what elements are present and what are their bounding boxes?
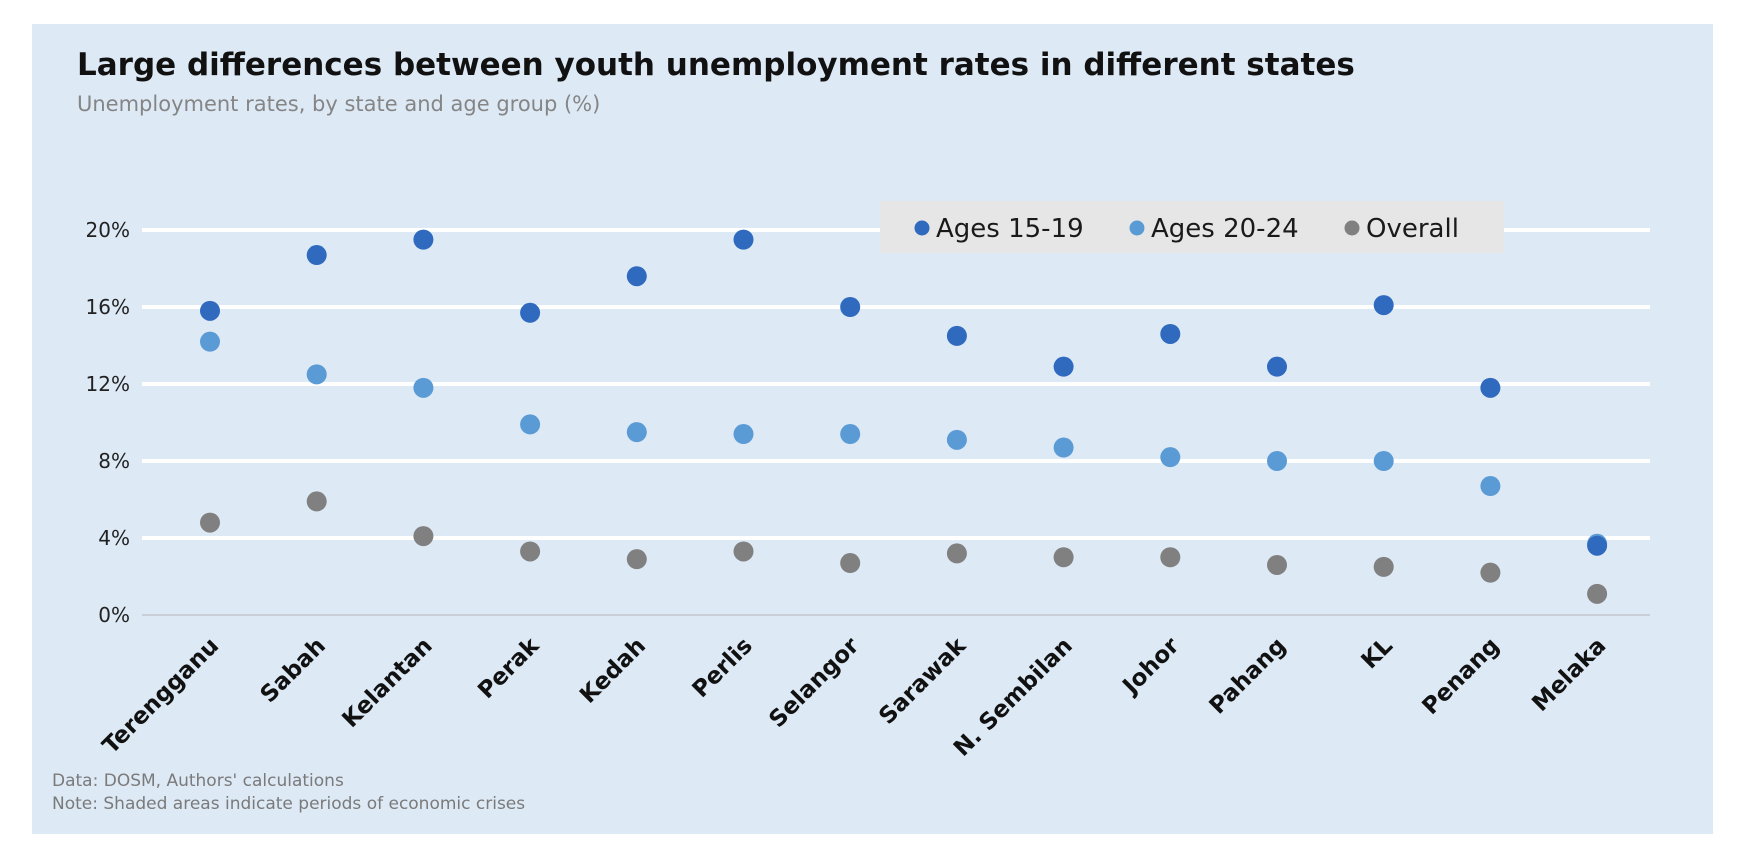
data-point: [1160, 547, 1181, 568]
legend-marker: [1344, 220, 1360, 236]
scatter-plot: 0% 4% 8% 12% 16% 20% Terengganu Sabah Kelantan P…: [86, 201, 1650, 762]
y-tick-label: 16%: [86, 295, 130, 319]
x-category-label: Melaka: [1527, 633, 1611, 717]
data-point: [626, 266, 647, 287]
y-tick-label: 20%: [86, 218, 130, 242]
data-point: [1373, 295, 1394, 316]
data-point: [520, 302, 541, 323]
data-point: [840, 424, 861, 445]
x-category-label: KL: [1357, 633, 1399, 675]
x-category-label: Terengganu: [98, 633, 224, 759]
legend-label: Ages 15-19: [936, 214, 1084, 244]
data-source-note: Data: DOSM, Authors' calculations: [52, 771, 344, 791]
x-category-label: Sarawak: [874, 632, 971, 729]
data-point: [200, 300, 220, 321]
chart-subtitle: Unemployment rates, by state and age gro…: [77, 92, 601, 116]
x-category-label: Perak: [473, 632, 545, 704]
data-point: [733, 424, 754, 445]
data-point: [1160, 323, 1181, 344]
data-point: [306, 364, 327, 385]
data-point: [520, 541, 541, 562]
data-point: [840, 553, 861, 574]
data-point: [1373, 451, 1394, 471]
y-axis-ticks: 0% 4% 8% 12% 16% 20%: [86, 218, 130, 627]
data-point: [946, 543, 967, 564]
x-category-label: Perlis: [688, 633, 758, 703]
data-points: [200, 229, 1608, 604]
crisis-note: Note: Shaded areas indicate periods of e…: [52, 794, 526, 814]
y-tick-label: 4%: [98, 526, 130, 550]
data-point: [200, 331, 220, 352]
legend-label: Overall: [1366, 214, 1459, 244]
data-point: [1480, 476, 1501, 497]
data-point: [1267, 554, 1287, 575]
gridlines: [142, 228, 1650, 616]
data-point: [1267, 356, 1287, 377]
y-tick-label: 0%: [98, 603, 130, 627]
data-point: [1587, 583, 1608, 604]
chart-panel: Large differences between youth unemploy…: [32, 24, 1713, 834]
y-tick-label: 12%: [86, 372, 130, 396]
data-point: [1053, 547, 1074, 568]
x-axis-categories: Terengganu Sabah Kelantan Perak Kedah Perlis S…: [98, 632, 1611, 761]
x-category-label: Johor: [1117, 632, 1185, 700]
x-category-label: Selangor: [764, 632, 865, 733]
x-category-label: Kelantan: [337, 633, 437, 733]
legend-box: [880, 201, 1504, 253]
data-point: [413, 526, 434, 547]
data-point: [1053, 356, 1074, 377]
data-point: [1480, 377, 1501, 398]
data-point: [626, 422, 647, 443]
data-point: [413, 377, 434, 398]
chart-title: Large differences between youth unemploy…: [77, 47, 1355, 83]
data-point: [1267, 451, 1287, 471]
legend-label: Ages 20-24: [1151, 214, 1299, 244]
data-point: [733, 229, 754, 250]
y-tick-label: 8%: [98, 449, 130, 473]
data-point: [840, 297, 861, 317]
data-point: [306, 491, 327, 512]
data-point: [1373, 556, 1394, 577]
data-point: [1160, 447, 1181, 468]
data-point: [306, 245, 327, 266]
data-point: [1587, 535, 1608, 556]
x-category-label: Pahang: [1205, 633, 1292, 720]
data-point: [946, 325, 967, 346]
x-category-label: Penang: [1418, 633, 1505, 720]
data-point: [733, 541, 754, 562]
data-point: [200, 512, 220, 533]
data-point: [520, 414, 541, 435]
x-category-label: Kedah: [575, 633, 651, 709]
data-point: [626, 549, 647, 570]
data-point: [1053, 437, 1074, 458]
data-point: [946, 429, 967, 450]
data-point: [1480, 562, 1501, 583]
data-point: [413, 229, 434, 250]
legend: Ages 15-19 Ages 20-24 Overall: [880, 201, 1504, 253]
legend-marker: [914, 220, 930, 236]
legend-marker: [1129, 220, 1145, 236]
x-category-label: Sabah: [256, 633, 331, 708]
